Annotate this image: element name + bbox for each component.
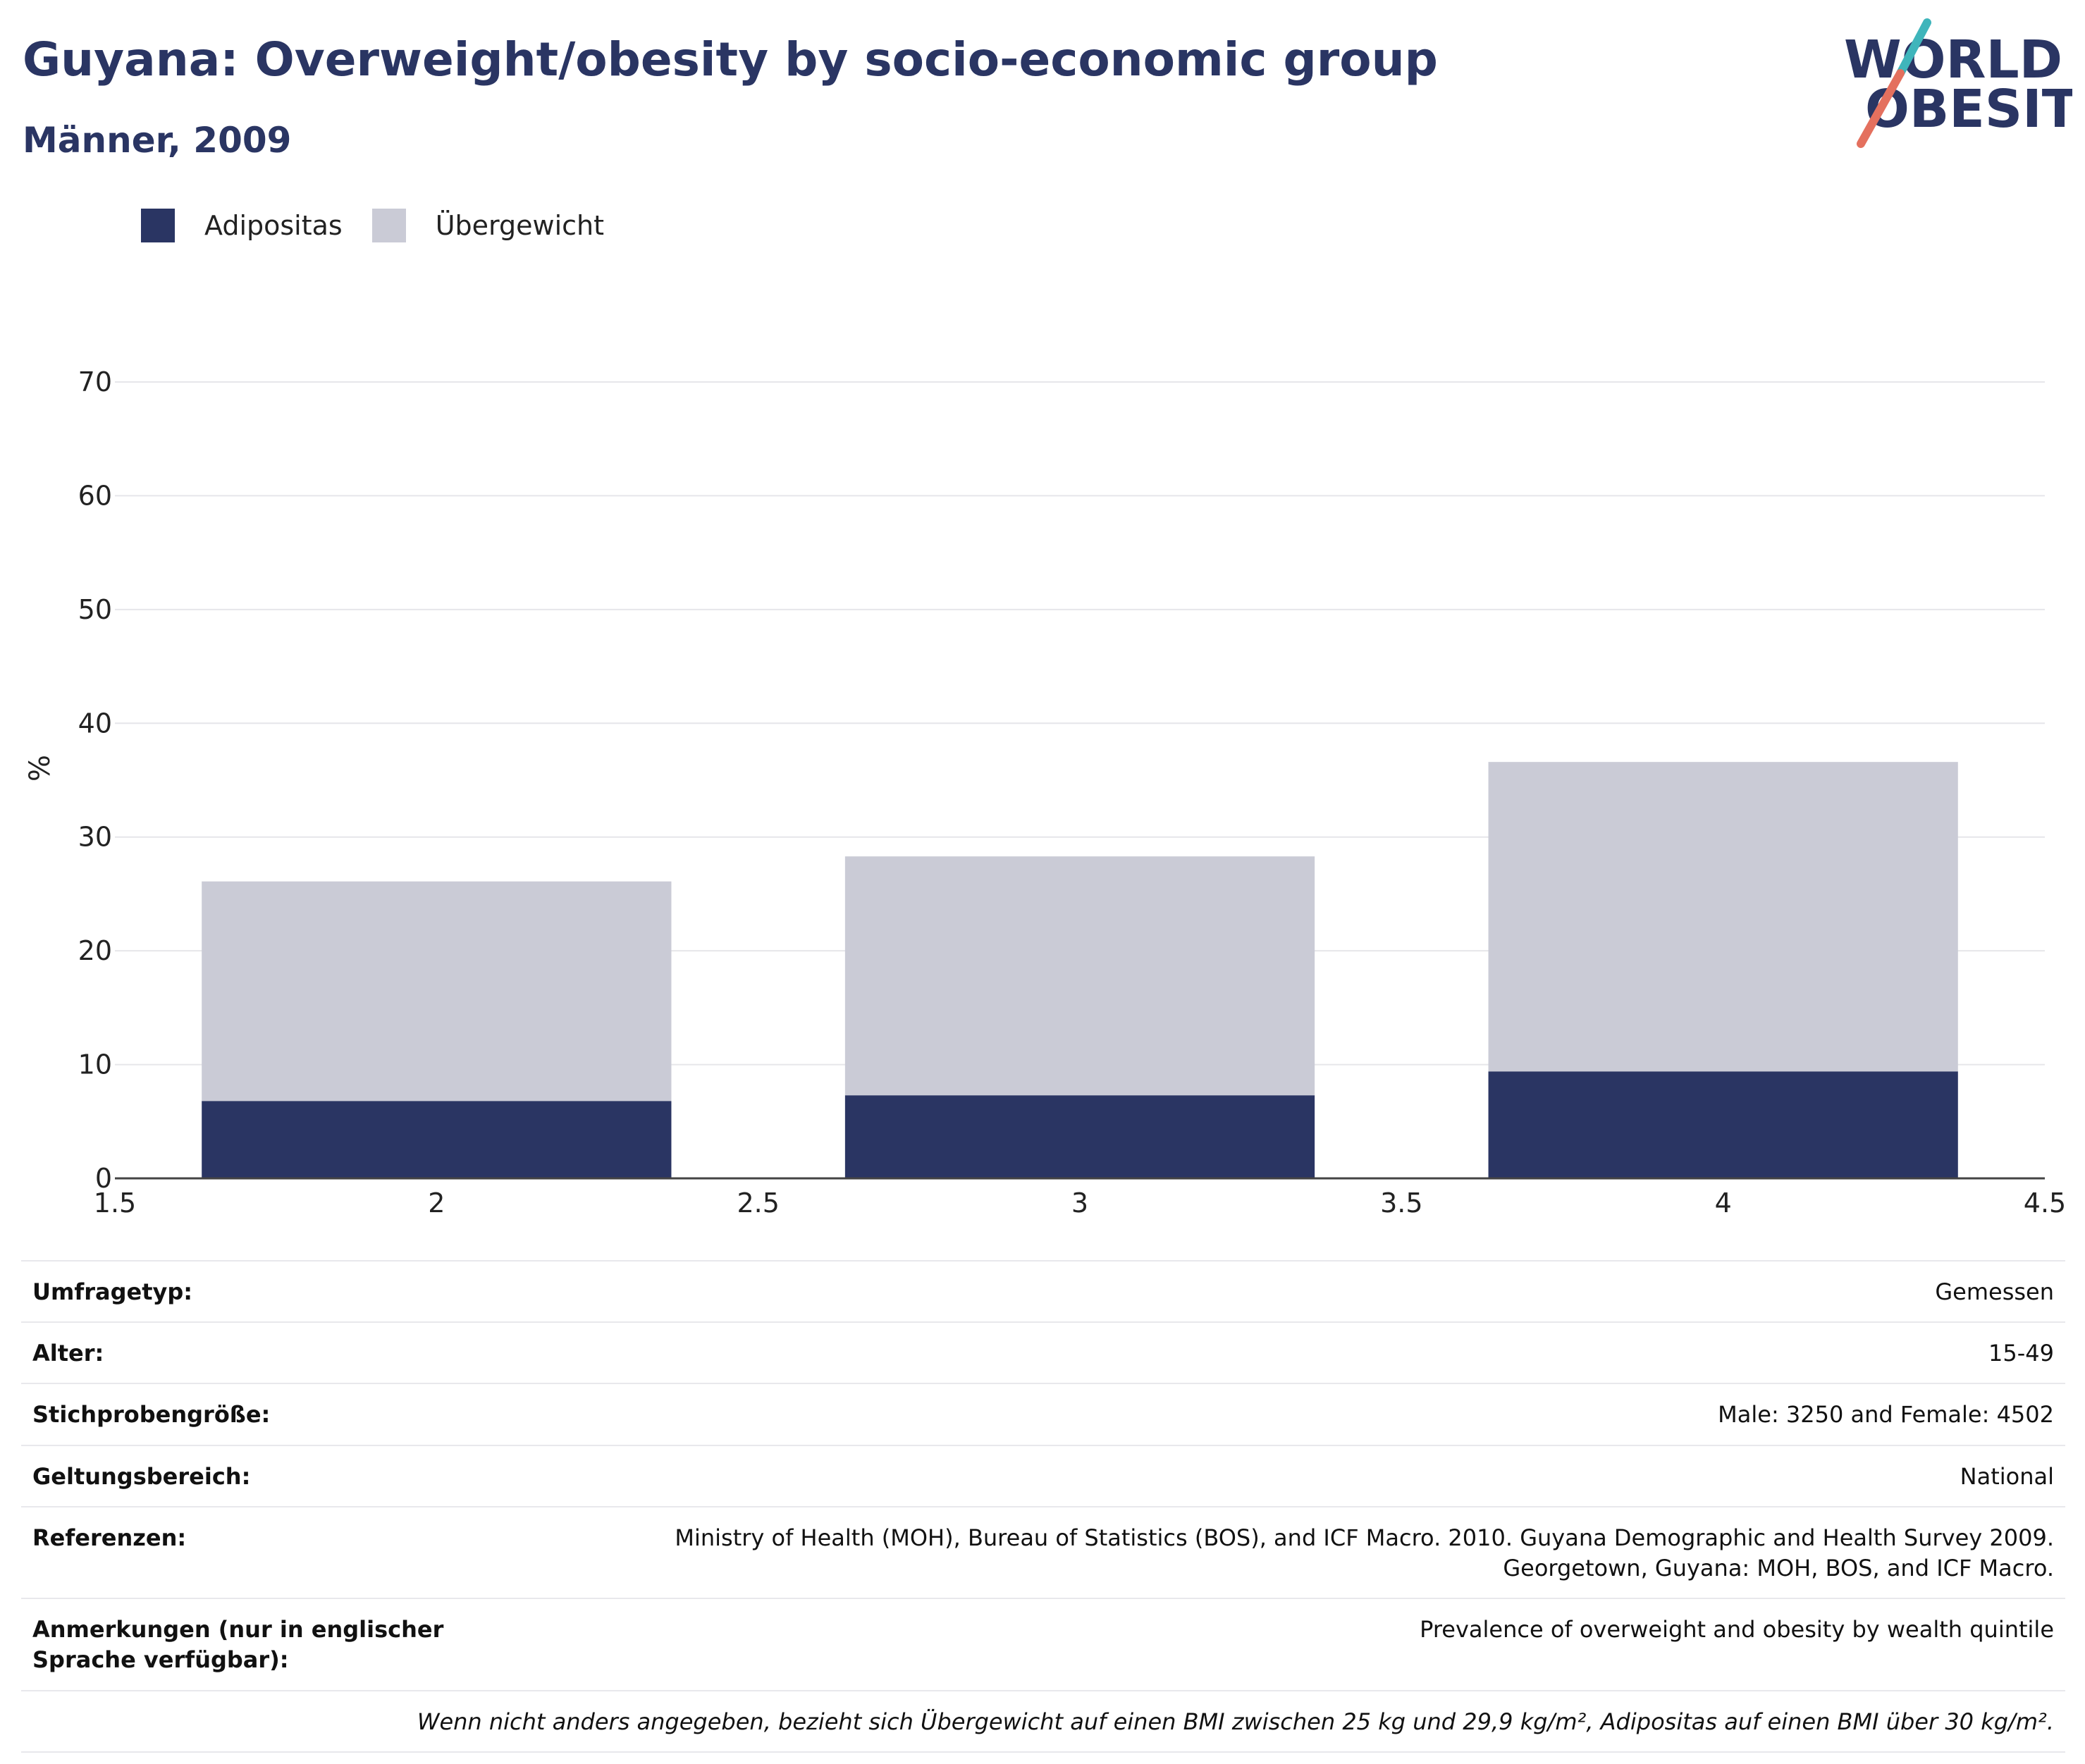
y-tick-label: 10 (78, 1049, 112, 1080)
row-label-notes: Anmerkungen (nur in englischer Sprache v… (21, 1598, 537, 1691)
logo-word-world: WORLD (1844, 30, 2062, 90)
row-label-sample-size: Stichprobengröße: (21, 1383, 537, 1445)
legend-label-adipositas: Adipositas (204, 210, 343, 241)
row-value-survey-type: Gemessen (537, 1259, 2065, 1323)
row-label-survey-type: Umfragetyp: (21, 1259, 537, 1323)
y-tick-label: 50 (78, 594, 112, 625)
chart-subtitle: Männer, 2009 (23, 120, 292, 161)
y-tick-label: 20 (78, 935, 112, 966)
chart-title: Guyana: Overweight/obesity by socio-econ… (23, 32, 1438, 87)
table-row: Umfragetyp: Gemessen (21, 1259, 2065, 1323)
y-tick-label: 70 (78, 366, 112, 397)
legend-swatch-adipositas (141, 209, 175, 242)
legend-label-uebergewicht: Übergewicht (435, 210, 604, 241)
table-row: Geltungsbereich: National (21, 1444, 2065, 1507)
metadata-table: Umfragetyp: Gemessen Alter: 15-49 Stichp… (21, 1259, 2065, 1753)
x-tick-label: 2.5 (737, 1188, 779, 1219)
row-label-age: Alter: (21, 1321, 537, 1384)
y-axis-label: % (24, 755, 56, 782)
logo-slash-bottom (1857, 69, 1905, 148)
x-tick-label: 3.5 (1380, 1188, 1422, 1219)
table-row: Stichprobengröße: Male: 3250 and Female:… (21, 1383, 2065, 1445)
bar-adipositas (844, 1095, 1315, 1178)
row-label-references: Referenzen: (21, 1505, 537, 1599)
logo-slash-top (1896, 18, 1931, 78)
table-row: Referenzen: Ministry of Health (MOH), Bu… (21, 1505, 2065, 1599)
y-tick-label: 0 (95, 1163, 112, 1194)
table-row: Anmerkungen (nur in englischer Sprache v… (21, 1598, 2065, 1691)
bar-uebergewicht (844, 856, 1315, 1096)
row-value-sample-size: Male: 3250 and Female: 4502 (537, 1383, 2065, 1445)
axes: 0 10 20 30 40 50 60 70 1.5 2 2.5 3 3.5 4 4.5 (78, 366, 2067, 1219)
x-tick-label: 2 (428, 1188, 445, 1219)
bar-adipositas (1488, 1071, 1958, 1178)
row-value-age: 15-49 (537, 1321, 2065, 1384)
bar-uebergewicht (1488, 762, 1958, 1072)
legend-item-uebergewicht[interactable]: Übergewicht (371, 209, 604, 242)
logo-word-obesity: OBESITY (1865, 79, 2072, 140)
table-row: Alter: 15-49 (21, 1321, 2065, 1384)
bar-adipositas (202, 1101, 672, 1178)
x-tick-label: 4 (1715, 1188, 1732, 1219)
row-value-references: Ministry of Health (MOH), Bureau of Stat… (537, 1505, 2065, 1599)
definition-footnote: Wenn nicht anders angegeben, bezieht sic… (21, 1689, 2065, 1753)
legend-item-adipositas[interactable]: Adipositas (141, 209, 343, 242)
y-tick-label: 30 (78, 822, 112, 853)
y-tick-label: 60 (78, 480, 112, 511)
row-label-coverage: Geltungsbereich: (21, 1444, 537, 1507)
legend-swatch-uebergewicht (371, 209, 406, 242)
table-row: Wenn nicht anders angegeben, bezieht sic… (21, 1689, 2065, 1753)
bars (202, 762, 1958, 1178)
x-tick-label: 4.5 (2024, 1188, 2066, 1219)
row-value-coverage: National (537, 1444, 2065, 1507)
x-tick-label: 1.5 (94, 1188, 136, 1219)
bar-uebergewicht (202, 881, 672, 1102)
chart-legend: Adipositas Übergewicht (141, 209, 634, 242)
world-obesity-logo: WORLD OBESITY (1844, 18, 2072, 148)
row-value-notes: Prevalence of overweight and obesity by … (537, 1598, 2065, 1691)
x-tick-label: 3 (1071, 1188, 1088, 1219)
y-tick-label: 40 (78, 708, 112, 739)
stacked-bar-chart: 0 10 20 30 40 50 60 70 1.5 2 2.5 3 3.5 4 4.5 % (24, 366, 2067, 1219)
